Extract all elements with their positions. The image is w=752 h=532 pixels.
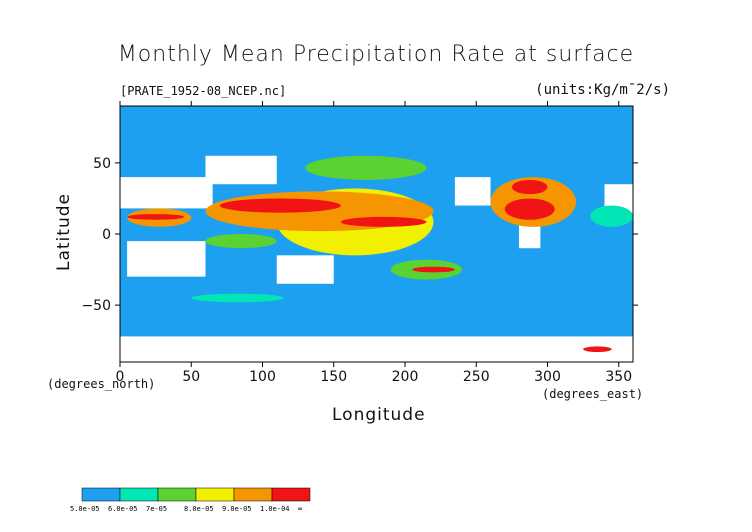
dry-area-3 xyxy=(276,255,334,284)
x-tick-label-4: 200 xyxy=(392,369,419,385)
precip-region-11 xyxy=(305,155,427,180)
x-axis-label: Longitude xyxy=(332,405,426,425)
x-tick-label-6: 300 xyxy=(534,369,561,385)
y-unit-label: (degrees_north) xyxy=(47,377,156,391)
colorbar-box-0 xyxy=(81,487,121,502)
y-tick-label-1: 0 xyxy=(102,227,111,243)
colorbar-tick-label-0: 5.0e-05 xyxy=(70,505,100,513)
dry-area-5 xyxy=(120,336,633,362)
precip-region-5 xyxy=(412,266,455,273)
colorbar-tick-label-2: 7e-05 xyxy=(146,505,168,513)
units-label: (units:Kg/m¯2/s) xyxy=(535,82,670,98)
dry-area-0 xyxy=(120,177,213,209)
y-axis-label: Latitude xyxy=(54,193,74,271)
colorbar-box-2 xyxy=(157,487,197,502)
dataset-label: [PRATE_1952-08_NCEP.nc] xyxy=(120,84,287,98)
precip-region-2 xyxy=(127,214,185,220)
x-tick-label-3: 150 xyxy=(320,369,347,385)
colorbar-tick-label-4: 9.0e-05 xyxy=(222,505,252,513)
x-tick-label-0: 0 xyxy=(116,369,125,385)
precip-region-0 xyxy=(219,198,341,213)
precip-region-3 xyxy=(504,198,555,220)
precip-region-15 xyxy=(590,205,633,227)
x-tick-label-1: 50 xyxy=(182,369,200,385)
dry-area-7 xyxy=(454,177,491,206)
colorbar-box-3 xyxy=(195,487,235,502)
colorbar-tick-label-5: 1.0e-04 xyxy=(260,505,290,513)
precip-region-1 xyxy=(340,216,427,227)
precip-region-13 xyxy=(205,234,277,249)
colorbar-tick-label-3: 8.0e-05 xyxy=(184,505,214,513)
x-tick-label-7: 350 xyxy=(605,369,632,385)
x-tick-label-5: 250 xyxy=(463,369,490,385)
dry-area-6 xyxy=(205,155,277,185)
y-tick-label-2: −50 xyxy=(81,298,111,314)
colorbar-box-1 xyxy=(119,487,159,502)
precip-region-4 xyxy=(511,179,548,195)
colorbar-box-5 xyxy=(271,487,311,502)
dry-area-1 xyxy=(127,241,206,277)
x-tick-label-2: 100 xyxy=(249,369,276,385)
y-tick-label-0: 50 xyxy=(93,156,111,172)
x-unit-label: (degrees_east) xyxy=(542,387,644,401)
precip-region-6 xyxy=(583,346,612,353)
colorbar-tick-label-6: ∞ xyxy=(298,505,303,513)
colorbar-tick-label-1: 6.0e-05 xyxy=(108,505,138,513)
chart-title: Monthly Mean Precipitation Rate at surfa… xyxy=(117,42,635,67)
precip-region-14 xyxy=(191,293,284,303)
colorbar-box-4 xyxy=(233,487,273,502)
